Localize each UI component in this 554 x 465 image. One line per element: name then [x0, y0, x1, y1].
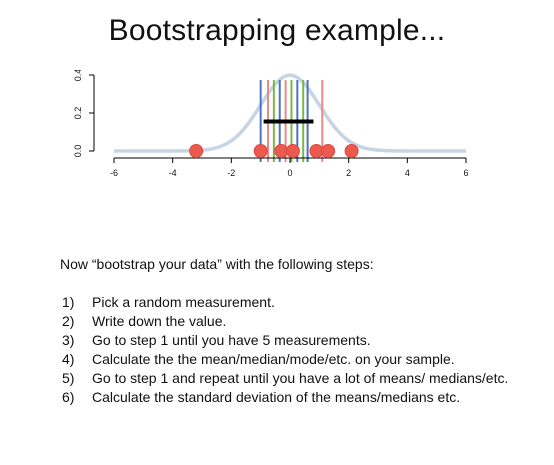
step-number: 6): [62, 389, 75, 405]
intro-text: Now “bootstrap your data” with the follo…: [60, 256, 374, 272]
list-item: 6) Calculate the standard deviation of t…: [62, 388, 522, 407]
data-point: [253, 144, 268, 158]
y-tick-label: 0.4: [73, 70, 83, 81]
x-tick-label: 0: [287, 168, 292, 178]
data-point: [189, 144, 204, 158]
y-tick-label: 0.0: [73, 145, 83, 158]
y-tick-label: 0.2: [73, 107, 83, 120]
slide-title: Bootstrapping example...: [108, 14, 446, 47]
step-number: 4): [62, 351, 75, 367]
bootstrap-plot: -6 -4 -2 0 2 4 6 0.0 0.2 0.4: [73, 70, 469, 178]
list-item: 1) Pick a random measurement.: [62, 293, 522, 312]
x-tick-label: -6: [110, 168, 118, 178]
step-number: 3): [62, 332, 75, 348]
x-tick-label: 2: [346, 168, 351, 178]
step-text: Pick a random measurement.: [92, 294, 275, 310]
step-number: 2): [62, 313, 75, 329]
step-number: 5): [62, 370, 75, 386]
step-text: Calculate the the mean/median/mode/etc. …: [92, 351, 455, 367]
data-point: [344, 144, 359, 158]
x-tick-label: -4: [169, 168, 177, 178]
step-number: 1): [62, 294, 75, 310]
density-curve: [114, 73, 466, 153]
list-item: 3) Go to step 1 until you have 5 measure…: [62, 331, 522, 350]
step-text: Write down the value.: [92, 313, 227, 329]
data-point: [309, 144, 324, 158]
list-item: 4) Calculate the the mean/median/mode/et…: [62, 350, 522, 369]
x-tick-label: -2: [227, 168, 235, 178]
x-tick-label: 6: [463, 168, 468, 178]
data-point: [285, 144, 300, 158]
list-item: 5) Go to step 1 and repeat until you hav…: [62, 369, 522, 388]
data-point: [321, 144, 336, 158]
step-text: Go to step 1 and repeat until you have a…: [92, 370, 509, 386]
steps-list: 1) Pick a random measurement. 2) Write d…: [62, 293, 522, 407]
data-point: [274, 144, 289, 158]
x-tick-label: 4: [405, 168, 410, 178]
step-text: Calculate the standard deviation of the …: [92, 389, 461, 405]
step-text: Go to step 1 until you have 5 measuremen…: [92, 332, 371, 348]
list-item: 2) Write down the value.: [62, 312, 522, 331]
